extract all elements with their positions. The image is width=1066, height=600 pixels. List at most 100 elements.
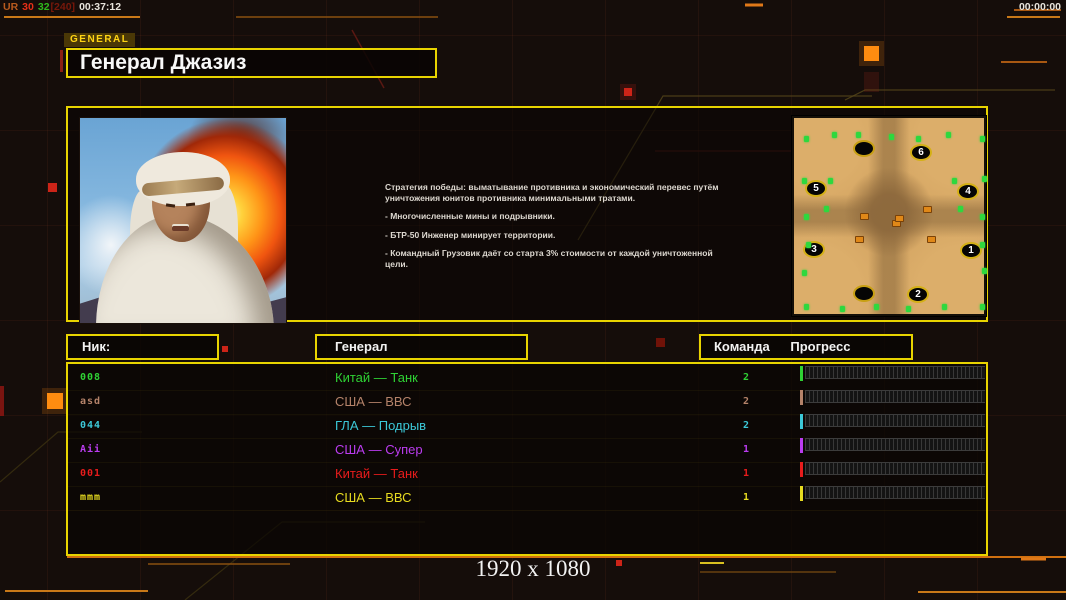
start-position-taken [853,140,875,157]
column-header-general: Генерал [315,334,528,360]
column-header-progress: Прогресс [790,339,851,354]
debug-part4: [240] [50,1,76,13]
supply-marker [856,132,861,138]
supply-marker [802,270,807,276]
supply-marker [828,178,833,184]
player-nick: 001 [80,468,102,479]
supply-marker [804,304,809,310]
player-team: 2 [742,420,750,431]
progress-tick [800,462,803,477]
players-table: 008 Китай — Танк 2 asd США — ВВС 2 044 ГЛА — По… [66,362,988,556]
progress-tick [800,366,803,381]
supply-marker [946,132,951,138]
start-position-1: 1 [960,242,982,259]
general-info-panel: Стратегия победы: выматывание противника… [66,106,988,324]
supply-marker [806,242,811,248]
supply-marker [889,134,894,140]
supply-marker [982,268,987,274]
general-name-title: Генерал Джазиз [66,48,437,78]
player-row: 044 ГЛА — Подрыв 2 [68,414,986,439]
game-timer: 00:00:00 [1018,1,1061,13]
player-row: 001 Китай — Танк 1 [68,462,986,487]
column-header-team: Команда [714,339,770,354]
supply-marker [906,306,911,312]
player-nick: mmm [80,492,102,503]
supply-marker [804,136,809,142]
progress-bar [805,390,985,403]
resource-marker [923,206,932,213]
progress-bar [805,438,985,451]
player-general: Китай — Танк [335,466,418,481]
player-row: 008 Китай — Танк 2 [68,366,986,391]
supply-marker [824,206,829,212]
player-team: 1 [742,444,750,455]
supply-marker [980,136,985,142]
progress-tick [800,390,803,405]
progress-bar [805,462,985,475]
debug-part3: 32 [37,1,50,13]
player-nick: 044 [80,420,102,431]
player-team: 2 [742,372,750,383]
progress-tick [800,486,803,501]
supply-marker [980,304,985,310]
supply-marker [980,214,985,220]
player-nick: 008 [80,372,102,383]
supply-marker [982,176,987,182]
player-team: 1 [742,468,750,479]
debug-part1: UR [3,1,19,13]
general-description: Стратегия победы: выматывание противника… [385,182,721,277]
description-line: Стратегия победы: выматывание противника… [385,182,719,204]
supply-marker [958,206,963,212]
resource-marker [860,213,869,220]
start-position-6: 6 [910,144,932,161]
player-team: 1 [742,492,750,503]
supply-marker [832,132,837,138]
player-general: США — ВВС [335,490,412,505]
resource-marker [855,236,864,243]
player-row: asd США — ВВС 2 [68,390,986,415]
column-header-team-progress: Команда Прогресс [699,334,913,360]
start-position-4: 4 [957,183,979,200]
supply-marker [874,304,879,310]
debug-part2: 30 [22,1,34,13]
supply-marker [804,214,809,220]
description-line: - БТР-50 Инженер минирует территории. [385,229,556,240]
supply-marker [980,242,985,248]
player-team: 2 [742,396,750,407]
player-general: ГЛА — Подрыв [335,418,427,433]
start-position-5: 5 [805,180,827,197]
player-row: Aii США — Супер 1 [68,438,986,463]
player-general: Китай — Танк [335,370,418,385]
resource-marker [895,215,904,222]
supply-marker [840,306,845,312]
supply-marker [916,136,921,142]
player-nick: Aii [80,444,102,455]
player-general: США — Супер [335,442,423,457]
elapsed-time: 00:37:12 [79,1,122,13]
progress-bar [805,366,985,379]
portrait-mouth [172,224,189,231]
resolution-label: 1920 x 1080 [475,556,591,581]
start-position-taken [853,285,875,302]
supply-marker [802,178,807,184]
resource-marker [927,236,936,243]
progress-tick [800,414,803,429]
deco-squares [0,41,884,566]
progress-bar [805,486,985,499]
description-line: - Многочисленные мины и подрывники. [385,211,555,222]
player-row: mmm США — ВВС 1 [68,486,986,511]
start-position-2: 2 [907,286,929,303]
debug-status-text: UR 30 32[240] 00:37:12 [3,1,125,13]
player-general: США — ВВС [335,394,412,409]
progress-tick [800,438,803,453]
player-nick: asd [80,396,102,407]
column-header-nick: Ник: [66,334,219,360]
supply-marker [952,178,957,184]
general-portrait-image [79,117,287,324]
general-tab-label: GENERAL [64,33,136,47]
supply-marker [942,304,947,310]
progress-bar [805,414,985,427]
description-line: - Командный Грузовик даёт со старта 3% с… [385,247,713,270]
